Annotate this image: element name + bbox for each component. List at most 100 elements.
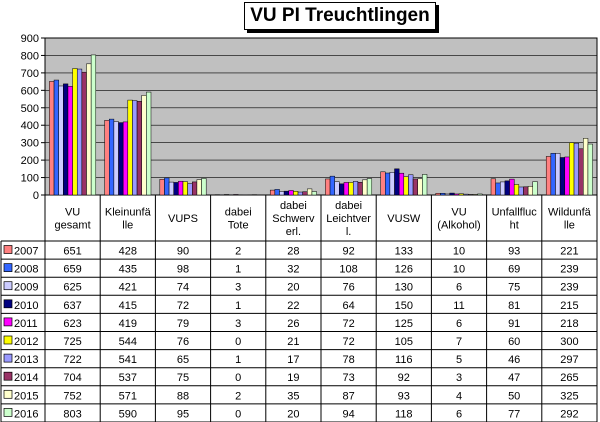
data-label: 3 xyxy=(456,372,462,384)
data-label: 72 xyxy=(177,300,189,312)
legend-label: 2013 xyxy=(14,354,38,366)
bar xyxy=(334,181,340,196)
category-label: Schwerv xyxy=(272,213,315,225)
data-label: 108 xyxy=(339,264,357,276)
data-label: 2 xyxy=(235,390,241,402)
legend-swatch xyxy=(3,263,13,272)
category-label: Kleinunfä xyxy=(105,207,152,219)
category-label: erl. xyxy=(286,226,301,238)
category-label: VU xyxy=(451,207,466,219)
data-label: 590 xyxy=(119,408,137,420)
bar xyxy=(380,171,386,196)
data-label: 60 xyxy=(508,336,520,348)
y-tick-label: 800 xyxy=(21,50,39,62)
category-label: gesamt xyxy=(55,220,91,232)
bar xyxy=(104,120,110,196)
category-label: VUPS xyxy=(168,213,198,225)
bar xyxy=(58,85,64,196)
category-label: lle xyxy=(564,220,575,232)
data-label: 81 xyxy=(508,300,520,312)
bar xyxy=(394,168,400,196)
bar xyxy=(587,143,593,196)
bar xyxy=(307,188,313,196)
category-label: (Alkohol) xyxy=(437,220,480,232)
bar xyxy=(279,191,285,196)
bar xyxy=(435,193,441,196)
bar xyxy=(141,95,147,196)
data-label: 22 xyxy=(287,300,299,312)
y-tick-label: 700 xyxy=(21,68,39,80)
data-label: 133 xyxy=(395,246,413,258)
bar xyxy=(90,54,97,196)
data-label: 297 xyxy=(560,354,578,366)
bar xyxy=(293,191,299,196)
y-tick-label: 600 xyxy=(21,85,39,97)
y-tick-label: 900 xyxy=(21,33,39,45)
bar xyxy=(274,189,280,196)
data-label: 415 xyxy=(119,300,137,312)
bar xyxy=(173,182,179,196)
data-label: 3 xyxy=(235,282,241,294)
bar xyxy=(182,181,188,196)
data-label: 292 xyxy=(560,408,578,420)
data-label: 116 xyxy=(395,354,413,366)
y-tick-label: 0 xyxy=(33,190,39,202)
data-label: 90 xyxy=(177,246,189,258)
data-label: 130 xyxy=(395,282,413,294)
bar xyxy=(118,122,124,196)
y-tick-label: 300 xyxy=(21,138,39,150)
bar xyxy=(49,81,55,196)
bar xyxy=(545,156,552,196)
category-label: lle xyxy=(122,220,133,232)
data-label: 50 xyxy=(508,390,520,402)
data-label: 92 xyxy=(342,246,354,258)
data-label: 64 xyxy=(342,300,354,312)
data-label: 704 xyxy=(63,372,81,384)
legend-label: 2016 xyxy=(14,408,38,420)
category-label: dabei xyxy=(280,200,307,212)
data-label: 72 xyxy=(342,318,354,330)
data-label: 93 xyxy=(398,390,410,402)
data-label: 239 xyxy=(560,264,578,276)
bar xyxy=(513,184,520,196)
data-label: 541 xyxy=(119,354,137,366)
data-label: 625 xyxy=(63,282,81,294)
data-label: 125 xyxy=(395,318,413,330)
legend-label: 2012 xyxy=(14,336,38,348)
bar xyxy=(348,182,354,196)
data-label: 537 xyxy=(119,372,137,384)
data-label: 10 xyxy=(453,264,465,276)
category-label: Tote xyxy=(228,220,249,232)
bar xyxy=(490,178,496,196)
data-label: 6 xyxy=(456,318,462,330)
bar xyxy=(269,189,276,196)
data-label: 722 xyxy=(63,354,81,366)
data-label: 73 xyxy=(342,372,354,384)
bar xyxy=(136,101,142,196)
data-label: 75 xyxy=(177,372,189,384)
category-label: VU xyxy=(65,207,80,219)
bar xyxy=(389,172,395,196)
category-label: dabei xyxy=(225,207,252,219)
data-label: 6 xyxy=(456,282,462,294)
data-label: 221 xyxy=(560,246,578,258)
data-label: 428 xyxy=(119,246,137,258)
data-label: 74 xyxy=(177,282,189,294)
data-label: 265 xyxy=(560,372,578,384)
legend-swatch xyxy=(3,299,13,309)
bar xyxy=(573,142,579,196)
data-label: 75 xyxy=(508,282,520,294)
data-label: 17 xyxy=(287,354,299,366)
legend-swatch xyxy=(3,353,13,363)
bar xyxy=(366,178,373,196)
data-label: 92 xyxy=(398,372,410,384)
bar xyxy=(201,178,207,196)
legend-label: 2014 xyxy=(14,372,38,384)
data-label: 88 xyxy=(177,390,189,402)
bar xyxy=(550,153,556,196)
data-label: 105 xyxy=(395,336,413,348)
bar xyxy=(477,193,483,196)
bar xyxy=(86,63,92,196)
bar xyxy=(325,178,331,196)
category-label: VUSW xyxy=(387,213,421,225)
